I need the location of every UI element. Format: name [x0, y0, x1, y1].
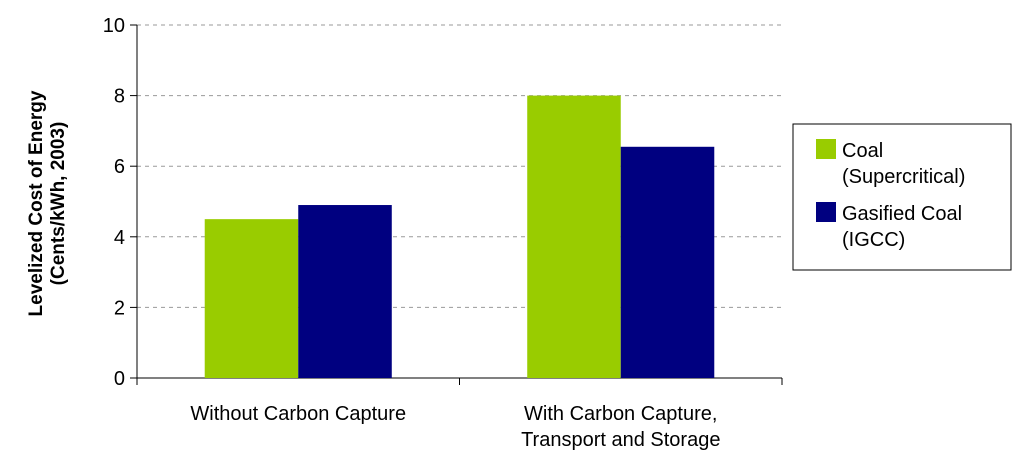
legend-swatch: [816, 139, 836, 159]
legend: Coal (Supercritical) Gasified Coal (IGCC): [792, 123, 1012, 271]
bar: [204, 219, 299, 378]
legend-label: Coal: [842, 140, 883, 162]
bar: [620, 146, 715, 378]
x-category-label: Transport and Storage: [521, 429, 720, 451]
y-tick-label: 2: [114, 297, 125, 319]
legend-swatch: [816, 202, 836, 222]
y-axis-label-line: Levelized Cost of Energy: [26, 90, 47, 316]
bar: [298, 205, 392, 378]
x-category-labels: Without Carbon Capture With Carbon Captur…: [190, 403, 720, 451]
x-category-label: With Carbon Capture,: [524, 403, 717, 425]
y-axis-label-line: (Cents/kWh, 2003): [48, 122, 69, 286]
y-tick-label: 8: [114, 86, 125, 108]
bar: [527, 95, 621, 378]
y-tick-label: 4: [114, 227, 125, 249]
y-tick-label: 10: [103, 15, 125, 37]
legend-label: (Supercritical): [842, 166, 965, 188]
legend-label: Gasified Coal: [842, 203, 962, 225]
y-axis-label: Levelized Cost of Energy (Cents/kWh, 2003…: [26, 90, 69, 316]
x-category-label: Without Carbon Capture: [190, 403, 406, 425]
y-tick-label: 6: [114, 156, 125, 178]
y-tick-label: 0: [114, 368, 125, 390]
legend-label: (IGCC): [842, 229, 905, 251]
bars: [204, 95, 715, 378]
y-tick-labels: 0 2 4 6 8 10: [103, 15, 125, 390]
